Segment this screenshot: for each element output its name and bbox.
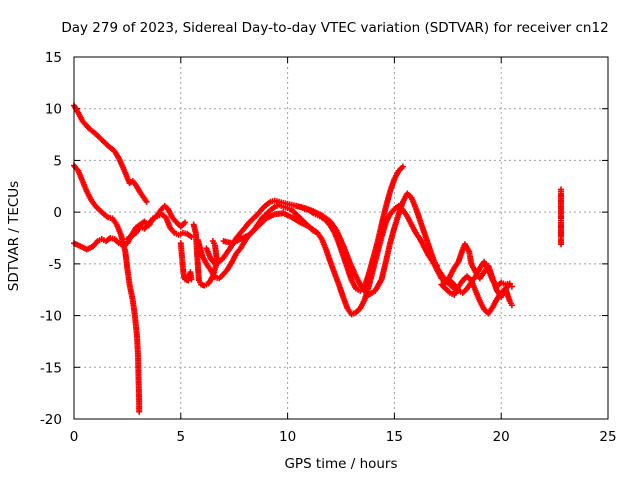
data-point	[506, 280, 513, 287]
y-tick-label: 0	[53, 205, 62, 221]
data-point	[508, 302, 515, 309]
data-point	[558, 241, 565, 248]
y-tick-label: 15	[45, 50, 62, 66]
y-tick-label: -20	[40, 412, 62, 428]
data-point	[143, 198, 150, 205]
chart-title: Day 279 of 2023, Sidereal Day-to-day VTE…	[61, 20, 609, 36]
data-point	[508, 283, 515, 290]
y-tick-label: -5	[49, 257, 62, 273]
data-point	[209, 238, 216, 245]
plot-frame	[73, 56, 609, 420]
x-tick-label: 5	[177, 429, 186, 445]
axis-ticks: 0 5 10 15 20 25 -20 -15 -10 -5 0 5 10 15	[40, 50, 617, 445]
y-tick-label: -15	[40, 360, 62, 376]
x-tick-label: 15	[386, 429, 403, 445]
y-tick-label: -10	[40, 309, 62, 325]
data-point	[399, 163, 406, 170]
y-axis-label: SDTVAR / TECUs	[6, 180, 22, 292]
y-tick-label: 10	[45, 102, 62, 118]
data-points	[71, 102, 565, 415]
x-tick-label: 0	[70, 429, 79, 445]
data-point	[188, 276, 195, 283]
x-tick-label: 25	[599, 429, 616, 445]
x-tick-label: 10	[279, 429, 296, 445]
x-tick-label: 20	[493, 429, 510, 445]
grid-lines	[74, 57, 608, 419]
data-point	[136, 408, 143, 415]
y-tick-label: 5	[53, 153, 62, 169]
x-axis-label: GPS time / hours	[284, 456, 398, 472]
data-point	[182, 219, 189, 226]
